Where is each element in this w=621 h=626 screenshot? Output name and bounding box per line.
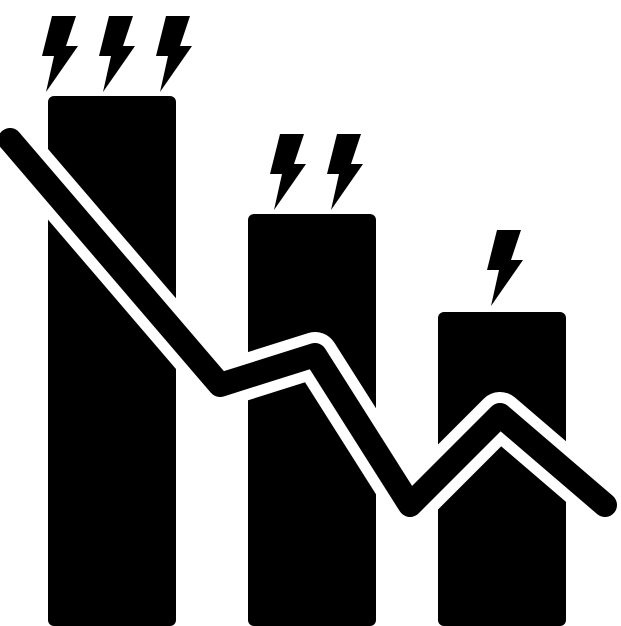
bar-low — [438, 312, 566, 626]
bar-medium — [248, 214, 376, 626]
trend-line — [0, 117, 621, 528]
